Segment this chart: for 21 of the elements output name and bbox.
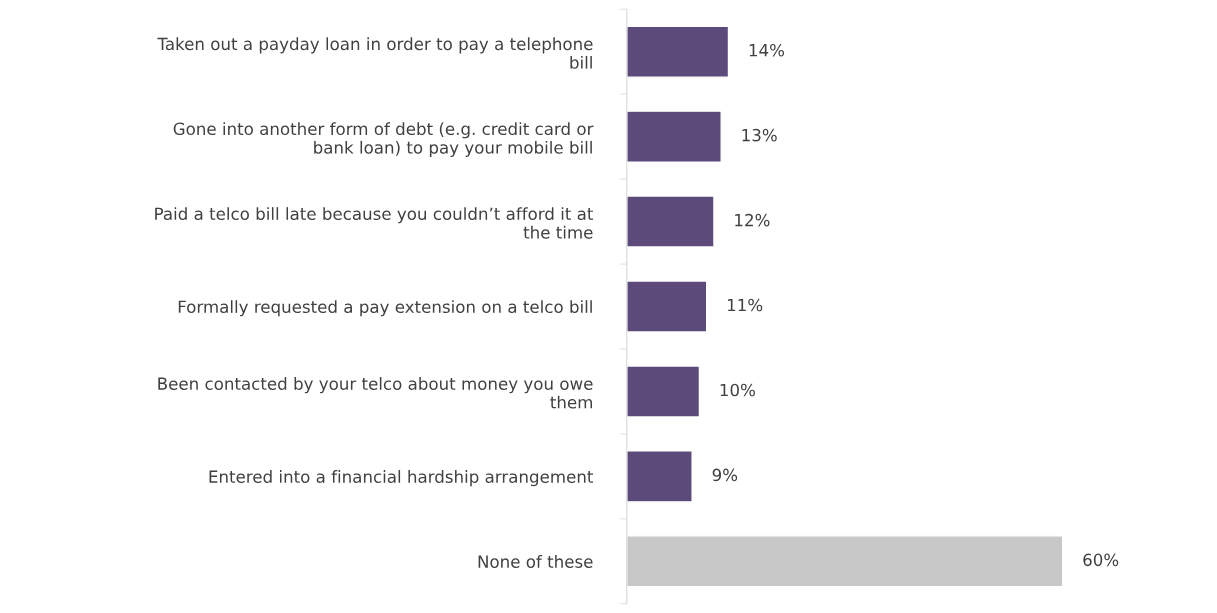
data-label: 10% bbox=[720, 383, 755, 397]
bar bbox=[626, 365, 701, 418]
y-tick-label: Taken out a payday loan in order to pay a telephone bill bbox=[157, 37, 593, 69]
data-label: 9% bbox=[712, 468, 738, 482]
data-label: 12% bbox=[735, 213, 770, 227]
data-label: 60% bbox=[1083, 553, 1119, 567]
y-tick-label: Gone into another form of debt (e.g. credit card or bank loan) to pay your mobile bill bbox=[173, 122, 594, 158]
bar bbox=[626, 535, 1064, 588]
bar bbox=[626, 195, 715, 248]
bar bbox=[626, 450, 693, 503]
y-tick-label: Paid a telco bill late because you couldn’t afford it at the time bbox=[155, 207, 594, 239]
data-label: 11% bbox=[727, 298, 763, 312]
data-label: 14% bbox=[749, 43, 785, 57]
y-tick-label: Formally requested a pay extension on a telco bill bbox=[178, 300, 592, 317]
y-tick-label: None of these bbox=[478, 555, 593, 568]
y-tick-label: Been contacted by your telco about money you owe them bbox=[158, 377, 593, 409]
bar bbox=[626, 280, 708, 333]
data-label: 13% bbox=[742, 128, 777, 142]
bar bbox=[626, 110, 722, 163]
y-tick-label: Entered into a financial hardship arrangement bbox=[209, 470, 594, 487]
bar bbox=[626, 25, 730, 78]
